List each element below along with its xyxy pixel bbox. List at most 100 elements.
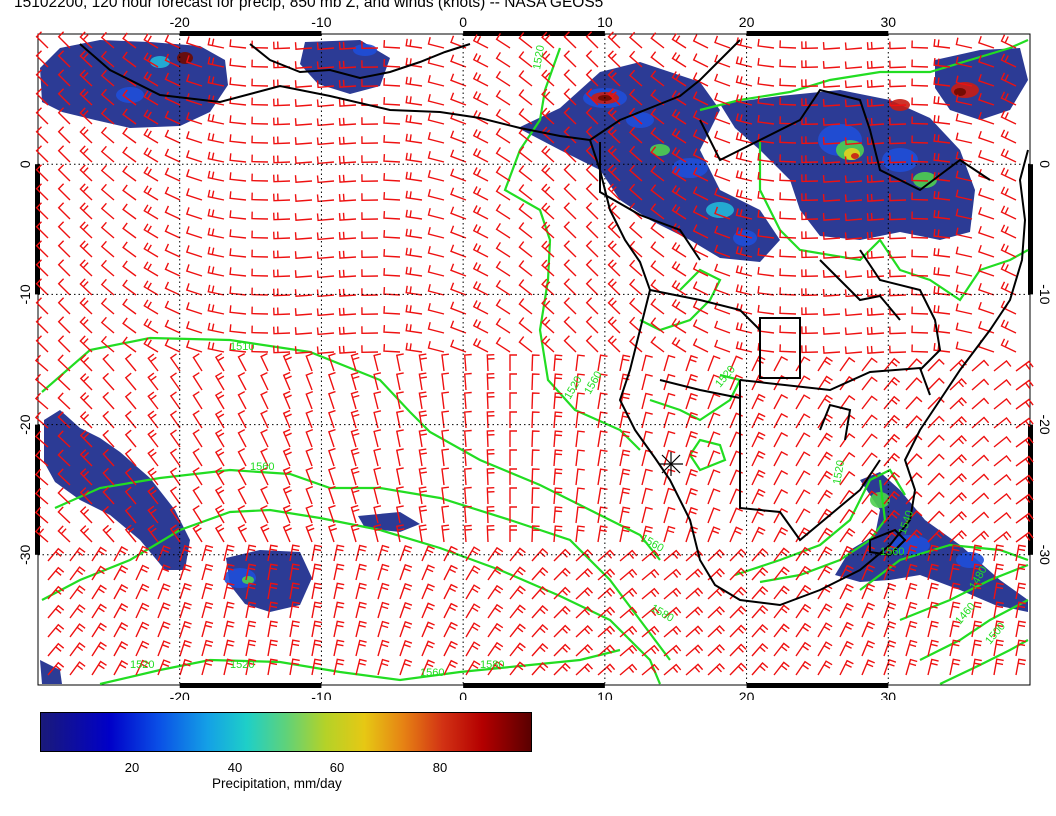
- wind-barb: [383, 173, 401, 182]
- wind-barb: [629, 316, 643, 334]
- wind-barb: [192, 429, 203, 448]
- wind-barb: [418, 448, 428, 467]
- wind-barb: [350, 523, 360, 543]
- wind-barb: [289, 601, 300, 619]
- wind-barb: [122, 184, 137, 201]
- wind-barb: [971, 530, 990, 543]
- wind-barb: [883, 471, 901, 486]
- wind-barb: [817, 641, 833, 657]
- wind-barb: [91, 565, 107, 581]
- wind-barb: [311, 582, 322, 600]
- wind-barb: [949, 620, 961, 638]
- wind-barb: [237, 466, 247, 486]
- wind-barb: [619, 525, 631, 543]
- lon-label-bottom: 20: [739, 689, 755, 700]
- wind-barb: [164, 243, 181, 258]
- wind-barb: [100, 297, 115, 315]
- wind-barb: [223, 620, 235, 638]
- wind-barb: [355, 620, 367, 638]
- wind-barb: [316, 99, 335, 108]
- wind-barb: [597, 354, 608, 372]
- wind-barb: [607, 164, 621, 182]
- wind-barb: [192, 391, 203, 410]
- wind-barb: [607, 183, 621, 201]
- wind-barb: [373, 353, 382, 372]
- wind-barb: [663, 625, 682, 638]
- wind-barb: [685, 606, 704, 619]
- wind-barb: [1015, 601, 1026, 619]
- wind-barb: [773, 355, 789, 372]
- wind-barb: [861, 659, 875, 676]
- wind-barb: [822, 80, 841, 88]
- wind-barb: [795, 508, 811, 524]
- wind-barb: [553, 449, 563, 467]
- lat-labels-right: 0-10-20-30: [1037, 160, 1053, 565]
- wind-barb: [465, 641, 481, 657]
- wind-barb: [355, 544, 367, 562]
- wind-barb: [531, 430, 540, 448]
- wind-barb: [735, 284, 753, 296]
- wind-barb: [282, 523, 292, 543]
- coastline: [819, 259, 901, 321]
- wind-barb: [35, 69, 49, 87]
- wind-barb: [463, 353, 472, 372]
- wind-barb: [124, 524, 137, 543]
- wind-barb: [35, 31, 49, 49]
- wind-barb: [685, 487, 698, 505]
- wind-barb: [671, 261, 687, 277]
- wind-barb: [541, 240, 555, 258]
- wind-barb: [714, 111, 731, 125]
- wind-barb: [102, 353, 115, 372]
- wind-barb: [427, 284, 445, 296]
- wind-barb: [328, 409, 336, 429]
- wind-barb: [273, 250, 291, 259]
- wind-barb: [663, 487, 676, 505]
- wind-barb: [563, 297, 577, 315]
- wind-barb: [338, 288, 357, 297]
- wind-barb: [135, 602, 150, 619]
- wind-barb: [443, 583, 458, 600]
- wind-barb: [801, 117, 819, 126]
- wind-barb: [822, 289, 841, 297]
- wind-barb: [251, 59, 269, 68]
- wind-barb: [844, 175, 863, 184]
- wind-barb: [486, 506, 495, 524]
- wind-barb: [518, 279, 533, 296]
- wind-barb: [350, 504, 360, 524]
- wind-barb: [671, 337, 687, 353]
- wind-barb: [553, 567, 571, 581]
- wind-barb: [316, 156, 335, 165]
- precip-intense-spot: [954, 88, 966, 96]
- wind-barb: [585, 88, 599, 106]
- wind-barb: [822, 308, 841, 316]
- wind-barb: [450, 320, 467, 334]
- lat-label-left: -20: [17, 414, 33, 434]
- wind-barb: [889, 288, 907, 297]
- wind-barb: [79, 145, 93, 163]
- wind-barb: [641, 525, 653, 543]
- wind-barb: [251, 154, 269, 163]
- wind-barb: [100, 221, 115, 239]
- wind-barb: [229, 115, 247, 125]
- wind-barb: [509, 623, 526, 638]
- wind-barb: [229, 58, 247, 68]
- wind-barb: [671, 318, 687, 334]
- wind-barb: [57, 354, 71, 372]
- wind-barb: [949, 582, 961, 600]
- wind-barb: [143, 204, 159, 220]
- wind-barb: [757, 342, 775, 353]
- wind-barb: [619, 354, 631, 372]
- wind-barb: [933, 210, 951, 220]
- wind-barb: [361, 250, 379, 259]
- wind-barb: [575, 449, 585, 467]
- wind-barb: [795, 603, 812, 619]
- wind-barb: [541, 50, 555, 68]
- wind-barb: [795, 660, 812, 676]
- wind-barb: [328, 428, 336, 448]
- wind-barb: [316, 308, 335, 317]
- wind-barb: [135, 583, 150, 600]
- wind-barb: [978, 187, 995, 201]
- wind-barb: [607, 221, 621, 239]
- wind-barb: [311, 563, 322, 581]
- wind-barb: [889, 212, 907, 221]
